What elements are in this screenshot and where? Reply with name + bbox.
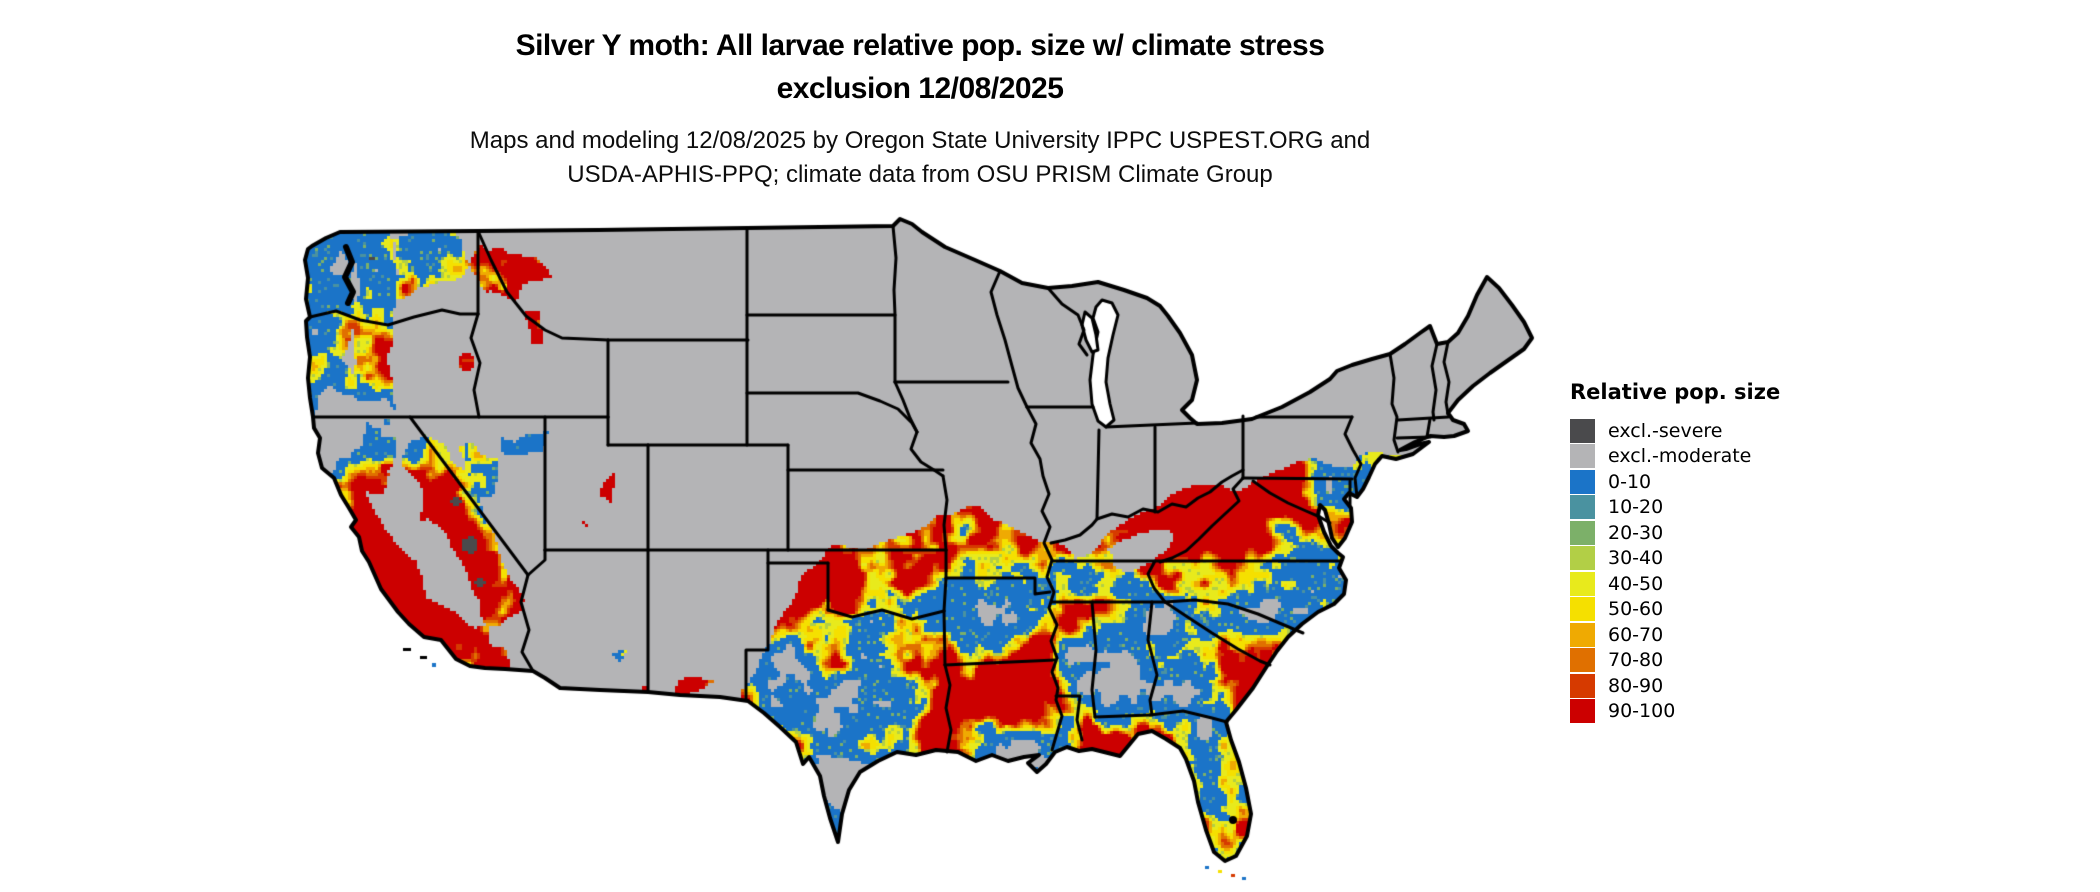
subtitle-line-2: USDA-APHIS-PPQ; climate data from OSU PR… [567, 161, 1273, 188]
legend-item: excl.-moderate [1570, 444, 1780, 470]
page-title-line-2: exclusion 12/08/2025 [776, 72, 1064, 105]
legend-label: 40-50 [1608, 572, 1664, 595]
legend-label: excl.-severe [1608, 419, 1723, 442]
legend-label: 30-40 [1608, 547, 1664, 570]
legend-item: 20-30 [1570, 520, 1780, 546]
page-title-line-1: Silver Y moth: All larvae relative pop. … [515, 29, 1325, 62]
legend-item: 60-70 [1570, 622, 1780, 648]
legend-item: 80-90 [1570, 673, 1780, 699]
color-swatch-90-100 [1570, 699, 1595, 724]
legend-title: Relative pop. size [1570, 380, 1781, 404]
legend-item: 10-20 [1570, 495, 1780, 521]
legend-item: 40-50 [1570, 571, 1780, 597]
color-swatch-excl-moderate [1570, 444, 1595, 469]
legend-item: excl.-severe [1570, 418, 1780, 444]
color-swatch-10-20 [1570, 495, 1595, 520]
color-swatch-70-80 [1570, 648, 1595, 673]
legend-item: 90-100 [1570, 699, 1780, 725]
legend-label: 50-60 [1608, 598, 1664, 621]
legend-label: 10-20 [1608, 496, 1664, 519]
legend-label: 60-70 [1608, 623, 1664, 646]
legend-label: 70-80 [1608, 649, 1664, 672]
color-swatch-60-70 [1570, 622, 1595, 647]
legend-item: 70-80 [1570, 648, 1780, 674]
map-subtitle: Maps and modeling 12/08/2025 by Oregon S… [0, 124, 1840, 192]
legend-item: 0-10 [1570, 469, 1780, 495]
legend-label: 20-30 [1608, 521, 1664, 544]
legend-item: 30-40 [1570, 546, 1780, 572]
color-swatch-20-30 [1570, 520, 1595, 545]
subtitle-line-1: Maps and modeling 12/08/2025 by Oregon S… [469, 127, 1371, 154]
color-swatch-50-60 [1570, 597, 1595, 622]
color-swatch-80-90 [1570, 673, 1595, 698]
header: Silver Y moth: All larvae relative pop. … [0, 24, 1840, 192]
color-swatch-0-10 [1570, 469, 1595, 494]
legend-label: 80-90 [1608, 674, 1664, 697]
legend-item: 50-60 [1570, 597, 1780, 623]
legend-label: excl.-moderate [1608, 445, 1752, 468]
legend-label: 0-10 [1608, 470, 1652, 493]
map-legend: Relative pop. size excl.-severe excl.-mo… [1570, 380, 1780, 724]
legend-label: 90-100 [1608, 700, 1676, 723]
color-swatch-40-50 [1570, 571, 1595, 596]
legend-items: excl.-severe excl.-moderate 0-10 10-20 2… [1570, 418, 1780, 724]
color-swatch-30-40 [1570, 546, 1595, 571]
color-swatch-excl-severe [1570, 418, 1595, 443]
